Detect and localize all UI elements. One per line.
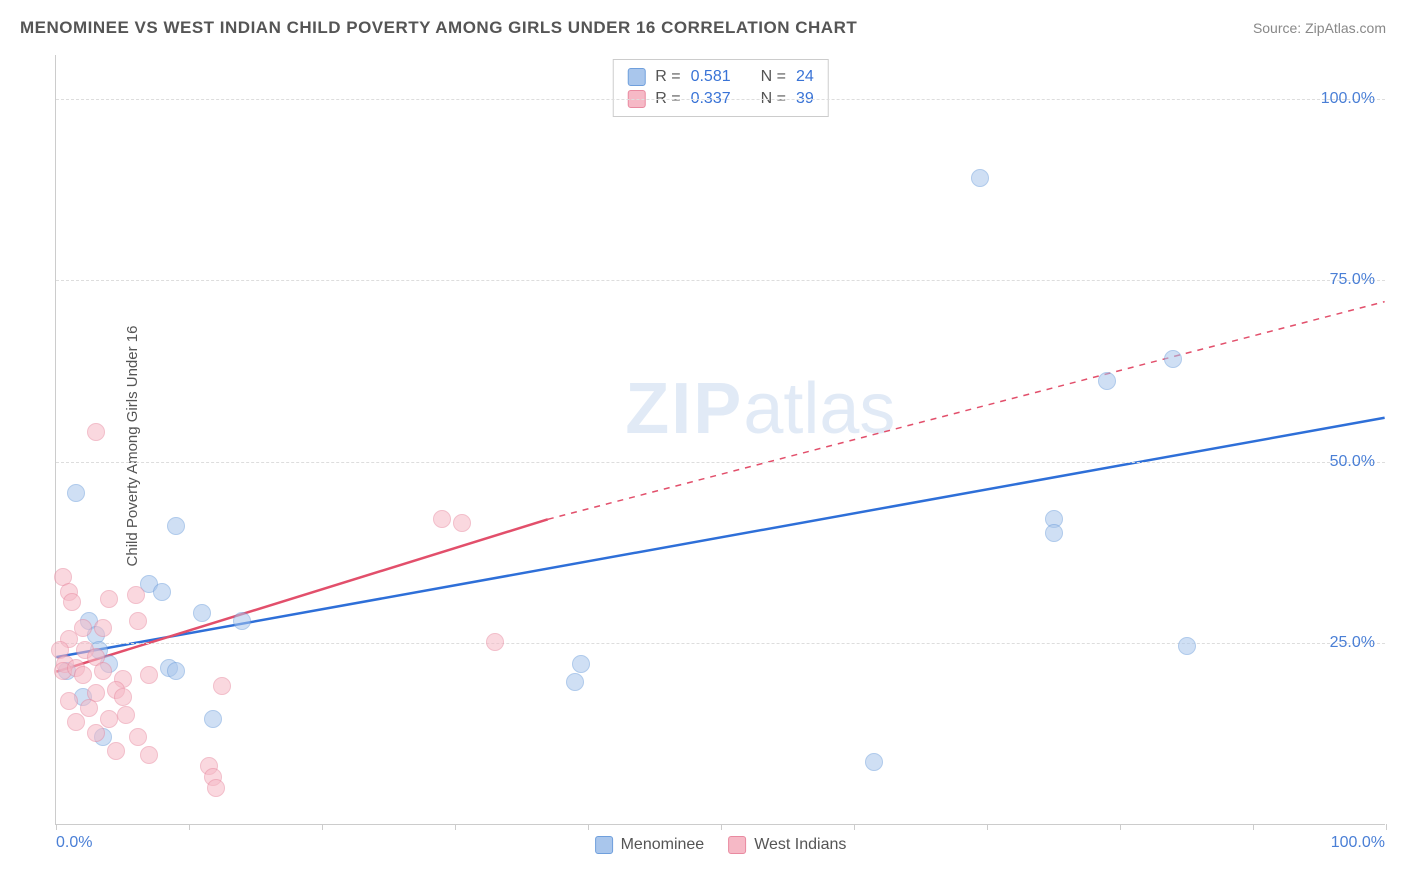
x-tick-mark — [1253, 824, 1254, 830]
y-tick-label: 25.0% — [1330, 634, 1375, 652]
stats-legend: R =0.581N =24R =0.337N =39 — [612, 59, 829, 117]
scatter-point — [153, 583, 171, 601]
scatter-point — [1164, 350, 1182, 368]
x-tick-mark — [987, 824, 988, 830]
scatter-point — [94, 662, 112, 680]
scatter-point — [566, 673, 584, 691]
scatter-point — [971, 169, 989, 187]
scatter-point — [1098, 372, 1116, 390]
scatter-point — [204, 710, 222, 728]
stats-legend-row: R = 0.581 N = 24 — [627, 66, 814, 88]
series-legend-item: West Indians — [728, 836, 846, 854]
x-tick-mark — [721, 824, 722, 830]
x-tick-mark — [322, 824, 323, 830]
series-legend: Menominee West Indians — [595, 836, 847, 854]
scatter-point — [117, 706, 135, 724]
y-tick-label: 100.0% — [1321, 90, 1375, 108]
scatter-point — [167, 517, 185, 535]
scatter-point — [433, 510, 451, 528]
series-name: Menominee — [621, 836, 705, 854]
scatter-point — [1178, 637, 1196, 655]
scatter-point — [140, 666, 158, 684]
gridline — [56, 99, 1385, 100]
gridline — [56, 462, 1385, 463]
series-name: West Indians — [754, 836, 846, 854]
scatter-point — [100, 590, 118, 608]
legend-swatch — [595, 836, 613, 854]
x-tick-mark — [1120, 824, 1121, 830]
scatter-point — [94, 619, 112, 637]
x-tick-mark — [1386, 824, 1387, 830]
scatter-point — [453, 514, 471, 532]
n-label: N = — [761, 68, 786, 86]
x-axis-max-label: 100.0% — [1331, 834, 1385, 852]
scatter-point — [129, 728, 147, 746]
legend-swatch — [627, 68, 645, 86]
scatter-point — [87, 724, 105, 742]
x-axis-min-label: 0.0% — [56, 834, 92, 852]
scatter-point — [107, 742, 125, 760]
watermark-bold: ZIP — [625, 369, 743, 449]
scatter-point — [87, 423, 105, 441]
regression-lines — [56, 55, 1385, 824]
scatter-point — [129, 612, 147, 630]
y-tick-label: 75.0% — [1330, 271, 1375, 289]
scatter-point — [74, 666, 92, 684]
scatter-point — [167, 662, 185, 680]
gridline — [56, 280, 1385, 281]
scatter-point — [140, 746, 158, 764]
x-tick-mark — [455, 824, 456, 830]
x-tick-mark — [588, 824, 589, 830]
plot-area: ZIPatlas R =0.581N =24R =0.337N =39 0.0%… — [55, 55, 1385, 825]
r-value: 0.581 — [691, 68, 731, 86]
scatter-point — [572, 655, 590, 673]
scatter-point — [127, 586, 145, 604]
scatter-point — [67, 484, 85, 502]
scatter-point — [1045, 524, 1063, 542]
scatter-point — [67, 713, 85, 731]
r-label: R = — [655, 68, 680, 86]
x-tick-mark — [854, 824, 855, 830]
scatter-point — [213, 677, 231, 695]
legend-swatch — [728, 836, 746, 854]
scatter-point — [486, 633, 504, 651]
scatter-point — [865, 753, 883, 771]
y-tick-label: 50.0% — [1330, 453, 1375, 471]
chart-title: MENOMINEE VS WEST INDIAN CHILD POVERTY A… — [20, 18, 857, 38]
n-value: 24 — [796, 68, 814, 86]
scatter-point — [60, 692, 78, 710]
scatter-point — [114, 688, 132, 706]
scatter-point — [207, 779, 225, 797]
watermark-light: atlas — [743, 369, 895, 449]
x-tick-mark — [189, 824, 190, 830]
series-legend-item: Menominee — [595, 836, 705, 854]
scatter-point — [100, 710, 118, 728]
scatter-point — [193, 604, 211, 622]
scatter-point — [80, 699, 98, 717]
x-tick-mark — [56, 824, 57, 830]
scatter-point — [63, 593, 81, 611]
scatter-point — [233, 612, 251, 630]
watermark: ZIPatlas — [625, 368, 895, 450]
source-attribution: Source: ZipAtlas.com — [1253, 20, 1386, 36]
